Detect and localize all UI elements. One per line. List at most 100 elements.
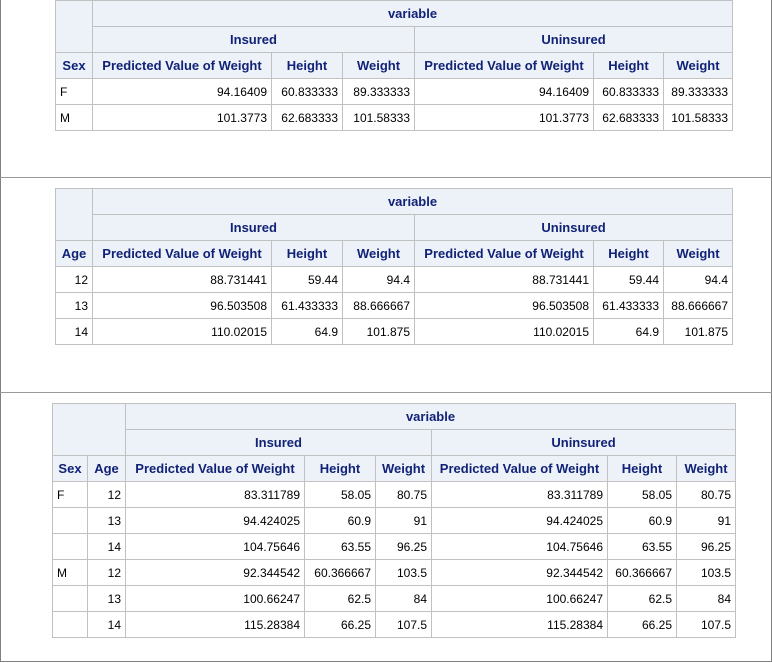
panel-divider <box>0 177 772 178</box>
table-cell: 104.75646 <box>125 533 305 560</box>
table-cell: 101.3773 <box>414 104 594 131</box>
row-label-sex <box>52 611 88 638</box>
spanner-header: variable <box>124 403 737 430</box>
table-cell: 62.683333 <box>593 104 664 131</box>
table-cell: 64.9 <box>593 318 664 345</box>
table-row: 13 100.66247 62.5 84 100.66247 62.5 84 <box>52 585 737 612</box>
table-cell: 101.58333 <box>342 104 415 131</box>
spanner-header: variable <box>91 0 734 27</box>
table-cell: 96.25 <box>375 533 432 560</box>
table-cell: 80.75 <box>675 481 737 508</box>
row-label: 12 <box>55 266 93 293</box>
table-cell: 91 <box>375 507 432 534</box>
table-cell: 60.833333 <box>593 78 664 105</box>
row-label-sex: M <box>52 559 88 586</box>
column-header: Weight <box>342 52 415 79</box>
table-cell: 58.05 <box>607 481 677 508</box>
table-cell: 94.4 <box>662 266 734 293</box>
table-cell: 100.66247 <box>125 585 305 612</box>
table-row: M 101.3773 62.683333 101.58333 101.3773 … <box>55 104 734 131</box>
row-label: 13 <box>55 292 93 319</box>
group-header-insured: Insured <box>92 26 415 53</box>
table-cell: 110.02015 <box>92 318 272 345</box>
table-cell: 115.28384 <box>125 611 305 638</box>
header-corner <box>55 0 93 53</box>
column-header: Height <box>593 240 664 267</box>
report-table-sex-age: variable Insured Uninsured Sex Age Predi… <box>52 403 737 638</box>
table-cell: 84 <box>375 585 432 612</box>
table-cell: 59.44 <box>271 266 343 293</box>
column-header: Predicted Value of Weight <box>414 52 594 79</box>
table-cell: 91 <box>675 507 737 534</box>
group-header-uninsured: Uninsured <box>413 26 734 53</box>
row-label: 14 <box>55 318 93 345</box>
group-header-insured: Insured <box>125 429 432 456</box>
table-cell: 63.55 <box>304 533 376 560</box>
column-header: Weight <box>662 52 734 79</box>
table-cell: 61.433333 <box>271 292 343 319</box>
table-cell: 89.333333 <box>342 78 415 105</box>
table-cell: 92.344542 <box>431 559 608 586</box>
column-header: Height <box>593 52 664 79</box>
row-label-sex <box>52 585 88 612</box>
panel-divider <box>0 392 772 393</box>
table-cell: 100.66247 <box>431 585 608 612</box>
row-header-age: Age <box>55 240 93 267</box>
table-cell: 96.25 <box>675 533 737 560</box>
table-cell: 88.731441 <box>414 266 594 293</box>
row-header-age: Age <box>87 455 126 482</box>
row-label-age: 13 <box>87 585 126 612</box>
column-header: Height <box>607 455 677 482</box>
table-cell: 101.58333 <box>662 104 734 131</box>
table-cell: 62.683333 <box>271 104 343 131</box>
table-cell: 88.731441 <box>92 266 272 293</box>
group-header-uninsured: Uninsured <box>430 429 737 456</box>
table-cell: 63.55 <box>607 533 677 560</box>
table-cell: 110.02015 <box>414 318 594 345</box>
column-header: Height <box>271 240 343 267</box>
table-cell: 60.833333 <box>271 78 343 105</box>
column-header: Predicted Value of Weight <box>92 240 272 267</box>
column-header: Predicted Value of Weight <box>414 240 594 267</box>
table-cell: 103.5 <box>675 559 737 586</box>
table-cell: 62.5 <box>607 585 677 612</box>
table-cell: 64.9 <box>271 318 343 345</box>
row-label-sex <box>52 507 88 534</box>
row-header-sex: Sex <box>55 52 93 79</box>
row-label: F <box>55 78 93 105</box>
table-cell: 115.28384 <box>431 611 608 638</box>
table-cell: 83.311789 <box>431 481 608 508</box>
table-cell: 104.75646 <box>431 533 608 560</box>
table-cell: 89.333333 <box>662 78 734 105</box>
column-header: Weight <box>662 240 734 267</box>
table-cell: 88.666667 <box>342 292 415 319</box>
table-cell: 103.5 <box>375 559 432 586</box>
table-cell: 92.344542 <box>125 559 305 586</box>
table-row: 14 110.02015 64.9 101.875 110.02015 64.9… <box>55 318 734 345</box>
table-cell: 61.433333 <box>593 292 664 319</box>
row-label-age: 12 <box>87 559 126 586</box>
table-cell: 107.5 <box>375 611 432 638</box>
table-row: M 12 92.344542 60.366667 103.5 92.344542… <box>52 559 737 586</box>
row-label-sex: F <box>52 481 88 508</box>
table-cell: 59.44 <box>593 266 664 293</box>
column-header: Weight <box>675 455 737 482</box>
table-cell: 80.75 <box>375 481 432 508</box>
column-header: Weight <box>375 455 432 482</box>
column-header: Height <box>304 455 376 482</box>
table-cell: 94.424025 <box>431 507 608 534</box>
row-label: M <box>55 104 93 131</box>
row-label-age: 12 <box>87 481 126 508</box>
report-table-age: variable Insured Uninsured Age Predicted… <box>55 188 734 345</box>
table-cell: 66.25 <box>304 611 376 638</box>
table-cell: 101.3773 <box>92 104 272 131</box>
group-header-insured: Insured <box>92 214 415 241</box>
report-table-sex: variable Insured Uninsured Sex Predicted… <box>55 0 734 131</box>
group-header-uninsured: Uninsured <box>413 214 734 241</box>
spanner-header: variable <box>91 188 734 215</box>
table-cell: 94.16409 <box>414 78 594 105</box>
column-header: Predicted Value of Weight <box>125 455 305 482</box>
table-row: 13 96.503508 61.433333 88.666667 96.5035… <box>55 292 734 319</box>
row-label-age: 14 <box>87 611 126 638</box>
table-cell: 88.666667 <box>662 292 734 319</box>
